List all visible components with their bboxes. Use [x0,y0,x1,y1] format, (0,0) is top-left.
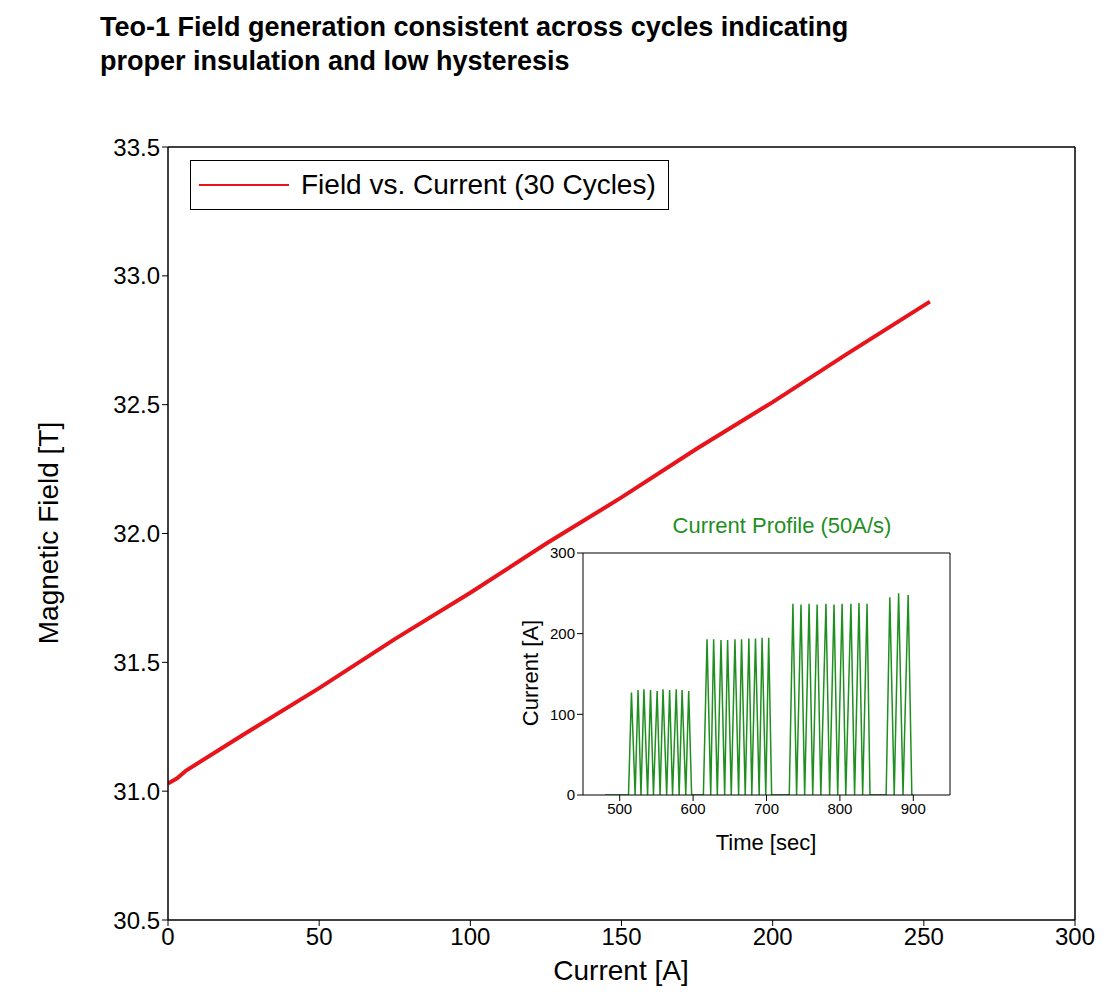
svg-text:Magnetic Field [T]: Magnetic Field [T] [33,422,64,645]
svg-text:30.5: 30.5 [113,907,160,934]
svg-text:300: 300 [550,544,575,561]
svg-text:32.5: 32.5 [113,391,160,418]
svg-text:600: 600 [681,800,706,817]
svg-text:800: 800 [827,800,852,817]
svg-text:Current [A]: Current [A] [553,955,688,986]
svg-text:31.0: 31.0 [113,778,160,805]
svg-text:700: 700 [754,800,779,817]
svg-text:0: 0 [567,786,575,803]
svg-text:Current [A]: Current [A] [518,620,543,726]
svg-text:100: 100 [450,923,490,950]
svg-text:Current Profile (50A/s): Current Profile (50A/s) [673,513,892,538]
svg-text:300: 300 [1055,923,1095,950]
html-text:Teo-1 Field generation consist: Teo-1 Field generation consistent across… [100,12,849,76]
svg-text:33.5: 33.5 [113,134,160,161]
svg-text:0: 0 [161,923,174,950]
svg-text:31.5: 31.5 [113,649,160,676]
svg-text:500: 500 [607,800,632,817]
svg-text:Time [sec]: Time [sec] [716,830,817,855]
svg-text:200: 200 [550,625,575,642]
svg-text:33.0: 33.0 [113,262,160,289]
svg-text:150: 150 [601,923,641,950]
html-text:Field vs. Current (30 Cycles): Field vs. Current (30 Cycles) [301,169,656,200]
svg-text:100: 100 [550,706,575,723]
svg-text:50: 50 [306,923,333,950]
svg-text:900: 900 [901,800,926,817]
svg-text:200: 200 [753,923,793,950]
svg-text:250: 250 [904,923,944,950]
svg-text:32.0: 32.0 [113,520,160,547]
